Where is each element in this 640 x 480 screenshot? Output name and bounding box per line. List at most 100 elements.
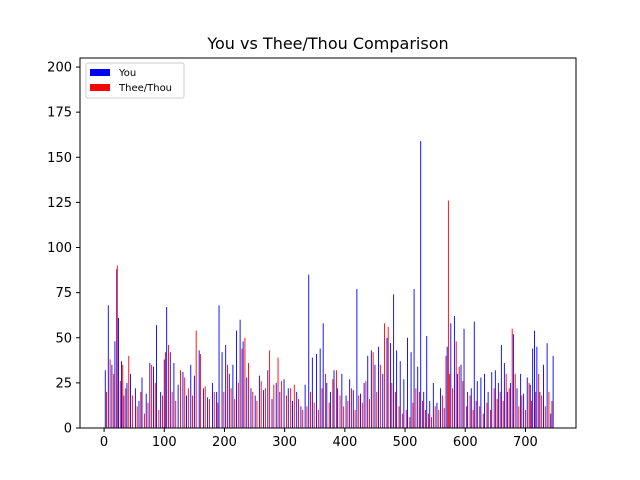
bar-thee-thou-99 [469,395,471,428]
bar-you-91 [436,402,438,428]
bar-thee-thou-3 [116,265,118,428]
bar-thee-thou-47 [286,395,287,428]
bar-you-49 [283,379,285,428]
bar-you-108 [494,370,496,428]
bar-thee-thou-82 [415,388,417,428]
y-tick-label: 75 [55,286,72,301]
bar-you-109 [497,382,499,428]
bar-thee-thou-78 [402,413,404,428]
legend-label-you: You [118,68,136,79]
bar-thee-thou-25 [195,330,197,428]
bar-thee-thou-114 [518,406,520,428]
bar-you-4 [116,269,118,428]
bar-thee-thou-88 [434,406,436,428]
bar-thee-thou-70 [372,352,374,428]
bar-thee-thou-54 [313,402,315,428]
bar-you-127 [552,355,554,428]
bar-thee-thou-110 [505,373,507,428]
bar-you-79 [396,350,398,428]
x-tick-label: 700 [513,435,538,450]
bar-thee-thou-90 [441,395,443,428]
bar-you-12 [141,377,143,428]
bar-you-68 [356,289,358,428]
bar-you-63 [337,388,339,428]
bar-thee-thou-23 [187,388,189,428]
bar-thee-thou-30 [217,402,219,428]
bar-you-29 [207,397,209,428]
bar-thee-thou-98 [466,406,467,428]
bar-you-66 [349,379,351,428]
bar-you-19 [166,307,168,428]
x-axis: 0 100 200 300 400 500 600 700 [100,428,538,450]
bar-thee-thou-26 [199,354,201,428]
bar-you-71 [367,355,369,428]
bar-you-117 [523,393,525,428]
bar-thee-thou-24 [192,395,194,428]
bar-thee-thou-64 [351,388,352,428]
bar-thee-thou-55 [317,409,319,428]
bar-you-17 [160,391,162,428]
bar-thee-thou-46 [281,381,283,428]
bar-you-96 [453,316,455,428]
bar-thee-thou-69 [369,399,370,428]
bar-you-7 [123,395,125,428]
x-tick-label: 100 [152,435,177,450]
bar-thee-thou-28 [208,399,210,428]
bar-thee-thou-53 [310,391,311,428]
bar-thee-thou-2 [113,373,115,428]
bar-you-104 [480,377,482,428]
bar-thee-thou-75 [391,382,393,428]
bar-you-72 [370,350,372,428]
bar-you-100 [467,391,469,428]
bar-you-90 [432,382,434,428]
bar-you-125 [546,343,548,428]
bar-thee-thou-107 [496,399,498,428]
bar-you-124 [543,364,544,428]
bar-thee-thou-103 [482,413,484,428]
bar-you-111 [503,363,505,428]
bar-you-123 [539,391,541,428]
bar-you-56 [311,357,313,428]
bar-thee-thou-50 [298,399,299,428]
bar-you-31 [216,391,218,428]
bar-thee-thou-95 [455,341,457,428]
bar-thee-thou-33 [230,388,232,428]
bar-you-28 [202,388,204,428]
bar-thee-thou-9 [136,406,138,428]
bar-thee-thou-72 [379,364,381,428]
bar-you-69 [360,393,361,428]
bar-you-20 [169,352,171,428]
bar-you-106 [487,391,489,428]
y-tick-label: 100 [47,241,72,256]
bar-you-67 [352,390,354,428]
bar-thee-thou-4 [119,381,121,428]
bar-thee-thou-124 [551,400,553,428]
bar-thee-thou-62 [343,406,345,428]
bar-you-18 [163,359,165,428]
bar-you-2 [111,364,113,428]
chart-title: You vs Thee/Thou Comparison [206,34,448,53]
bar-thee-thou-94 [452,388,454,428]
bar-you-94 [446,346,448,428]
bar-thee-thou-121 [541,395,543,428]
bar-you-23 [182,372,184,428]
bar-thee-thou-7 [128,355,130,428]
bar-you-84 [413,289,415,428]
bar-you-51 [292,400,293,428]
bar-you-76 [386,337,388,428]
bar-thee-thou-40 [256,400,258,428]
bar-thee-thou-93 [449,373,451,428]
bar-you-42 [254,395,256,428]
bar-thee-thou-111 [508,388,510,428]
bar-you-9 [130,373,132,428]
bar-thee-thou-60 [335,370,337,428]
bar-you-52 [296,391,298,428]
bar-you-46 [271,399,273,428]
bar-thee-thou-56 [321,388,323,428]
bar-thee-thou-83 [419,391,420,428]
bar-you-30 [211,382,213,428]
bar-you-16 [156,325,157,428]
bar-you-37 [236,330,237,428]
bar-you-8 [126,382,128,428]
bar-you-78 [393,294,395,428]
